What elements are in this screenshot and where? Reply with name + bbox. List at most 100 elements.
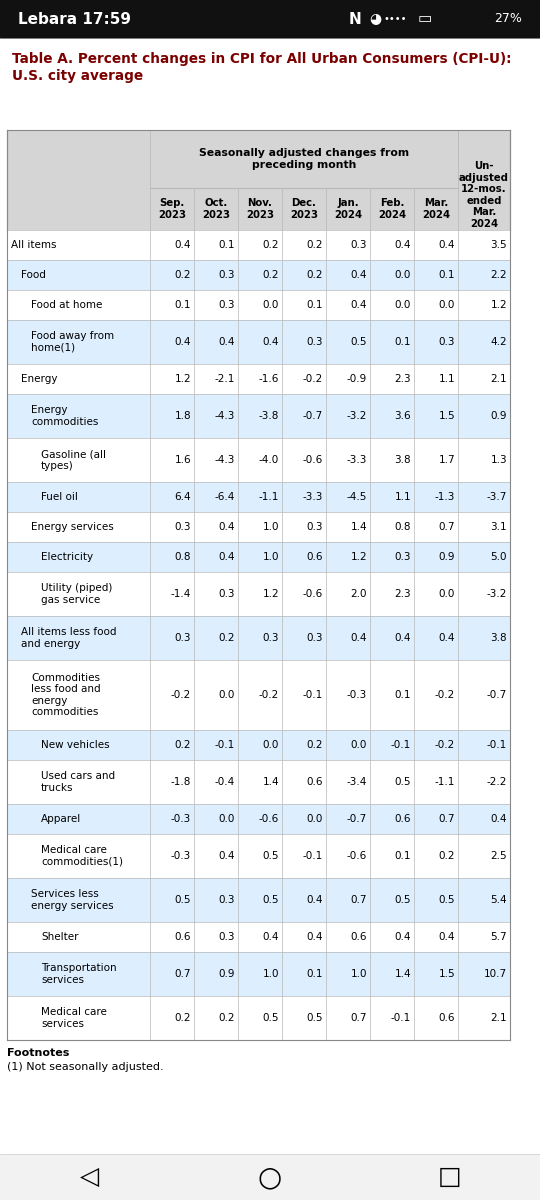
Bar — [7, 922, 510, 952]
Bar — [7, 130, 510, 230]
Text: -3.7: -3.7 — [487, 492, 507, 502]
Text: -0.4: -0.4 — [215, 778, 235, 787]
Text: 6.4: 6.4 — [174, 492, 191, 502]
Text: 0.7: 0.7 — [350, 1013, 367, 1022]
Bar — [7, 760, 510, 804]
Text: 1.2: 1.2 — [174, 374, 191, 384]
Text: -0.9: -0.9 — [347, 374, 367, 384]
Text: 2.0: 2.0 — [350, 589, 367, 599]
Text: 0.5: 0.5 — [438, 895, 455, 905]
Bar — [7, 394, 510, 438]
Text: 0.2: 0.2 — [174, 740, 191, 750]
Text: 5.7: 5.7 — [490, 932, 507, 942]
Text: 0.9: 0.9 — [438, 552, 455, 562]
Text: Transportation
services: Transportation services — [41, 964, 117, 985]
Bar — [7, 572, 510, 616]
Text: 0.3: 0.3 — [219, 895, 235, 905]
Text: -1.4: -1.4 — [171, 589, 191, 599]
Text: 0.0: 0.0 — [219, 690, 235, 700]
Text: -0.3: -0.3 — [171, 851, 191, 862]
Text: 0.4: 0.4 — [262, 337, 279, 347]
Text: 0.6: 0.6 — [395, 814, 411, 824]
Text: Services less
energy services: Services less energy services — [31, 889, 113, 911]
Text: Un-
adjusted
12-mos.
ended
Mar.
2024: Un- adjusted 12-mos. ended Mar. 2024 — [459, 161, 509, 229]
Bar — [7, 482, 510, 512]
Text: Medical care
commodities(1): Medical care commodities(1) — [41, 845, 123, 866]
Text: -0.1: -0.1 — [391, 1013, 411, 1022]
Text: New vehicles: New vehicles — [41, 740, 110, 750]
Text: -3.3: -3.3 — [302, 492, 323, 502]
Text: Food at home: Food at home — [31, 300, 103, 310]
Text: 0.2: 0.2 — [307, 270, 323, 280]
Text: Commodities
less food and
energy
commodities: Commodities less food and energy commodi… — [31, 672, 100, 718]
Text: 0.5: 0.5 — [262, 851, 279, 862]
Text: Jan.
2024: Jan. 2024 — [334, 198, 362, 220]
Text: 0.3: 0.3 — [438, 337, 455, 347]
Bar — [7, 878, 510, 922]
Text: 0.4: 0.4 — [307, 895, 323, 905]
Text: 1.2: 1.2 — [490, 300, 507, 310]
Text: Seasonally adjusted changes from
preceding month: Seasonally adjusted changes from precedi… — [199, 148, 409, 169]
Text: 0.4: 0.4 — [307, 932, 323, 942]
Text: (1) Not seasonally adjusted.: (1) Not seasonally adjusted. — [7, 1062, 164, 1072]
Text: -4.3: -4.3 — [214, 410, 235, 421]
Text: -0.1: -0.1 — [303, 690, 323, 700]
Text: 1.8: 1.8 — [174, 410, 191, 421]
Text: -4.3: -4.3 — [214, 455, 235, 464]
Text: 1.6: 1.6 — [174, 455, 191, 464]
Bar — [7, 512, 510, 542]
Text: 0.2: 0.2 — [262, 270, 279, 280]
Text: 0.3: 0.3 — [174, 522, 191, 532]
Text: 1.0: 1.0 — [262, 552, 279, 562]
Text: 0.2: 0.2 — [219, 1013, 235, 1022]
Text: -3.8: -3.8 — [259, 410, 279, 421]
Text: 0.0: 0.0 — [350, 740, 367, 750]
Text: Nov.
2023: Nov. 2023 — [246, 198, 274, 220]
Text: Energy
commodities: Energy commodities — [31, 406, 98, 427]
Text: Food: Food — [21, 270, 46, 280]
Text: 0.5: 0.5 — [262, 895, 279, 905]
Text: Fuel oil: Fuel oil — [41, 492, 78, 502]
Text: 0.0: 0.0 — [219, 814, 235, 824]
Text: 1.5: 1.5 — [438, 410, 455, 421]
Text: 0.0: 0.0 — [395, 270, 411, 280]
Text: 1.5: 1.5 — [438, 970, 455, 979]
Text: -3.4: -3.4 — [347, 778, 367, 787]
Text: -0.2: -0.2 — [303, 374, 323, 384]
Text: 27%: 27% — [494, 12, 522, 25]
Text: Energy: Energy — [21, 374, 57, 384]
Text: Electricity: Electricity — [41, 552, 93, 562]
Text: 0.5: 0.5 — [395, 778, 411, 787]
Text: 0.3: 0.3 — [219, 589, 235, 599]
Text: -0.2: -0.2 — [435, 690, 455, 700]
Text: 0.0: 0.0 — [395, 300, 411, 310]
Text: 0.6: 0.6 — [307, 778, 323, 787]
Text: 0.3: 0.3 — [174, 634, 191, 643]
Text: 0.1: 0.1 — [219, 240, 235, 250]
Text: 0.3: 0.3 — [395, 552, 411, 562]
Text: 0.4: 0.4 — [438, 240, 455, 250]
Text: -0.2: -0.2 — [259, 690, 279, 700]
Bar — [7, 616, 510, 660]
Text: 0.4: 0.4 — [490, 814, 507, 824]
Text: 0.1: 0.1 — [438, 270, 455, 280]
Text: 0.8: 0.8 — [395, 522, 411, 532]
Text: 0.2: 0.2 — [307, 740, 323, 750]
Text: 0.0: 0.0 — [438, 300, 455, 310]
Text: -0.2: -0.2 — [435, 740, 455, 750]
Text: 0.4: 0.4 — [395, 240, 411, 250]
Text: 5.0: 5.0 — [490, 552, 507, 562]
Text: Food away from
home(1): Food away from home(1) — [31, 331, 114, 353]
Text: 0.3: 0.3 — [219, 270, 235, 280]
Text: 5.4: 5.4 — [490, 895, 507, 905]
Text: -0.1: -0.1 — [215, 740, 235, 750]
Text: Oct.
2023: Oct. 2023 — [202, 198, 230, 220]
Bar — [7, 952, 510, 996]
Text: Sep.
2023: Sep. 2023 — [158, 198, 186, 220]
Text: 0.0: 0.0 — [307, 814, 323, 824]
Text: 0.2: 0.2 — [307, 240, 323, 250]
Text: Gasoline (all
types): Gasoline (all types) — [41, 449, 106, 470]
Text: 0.4: 0.4 — [395, 932, 411, 942]
Text: 0.1: 0.1 — [174, 300, 191, 310]
Text: -1.1: -1.1 — [435, 778, 455, 787]
